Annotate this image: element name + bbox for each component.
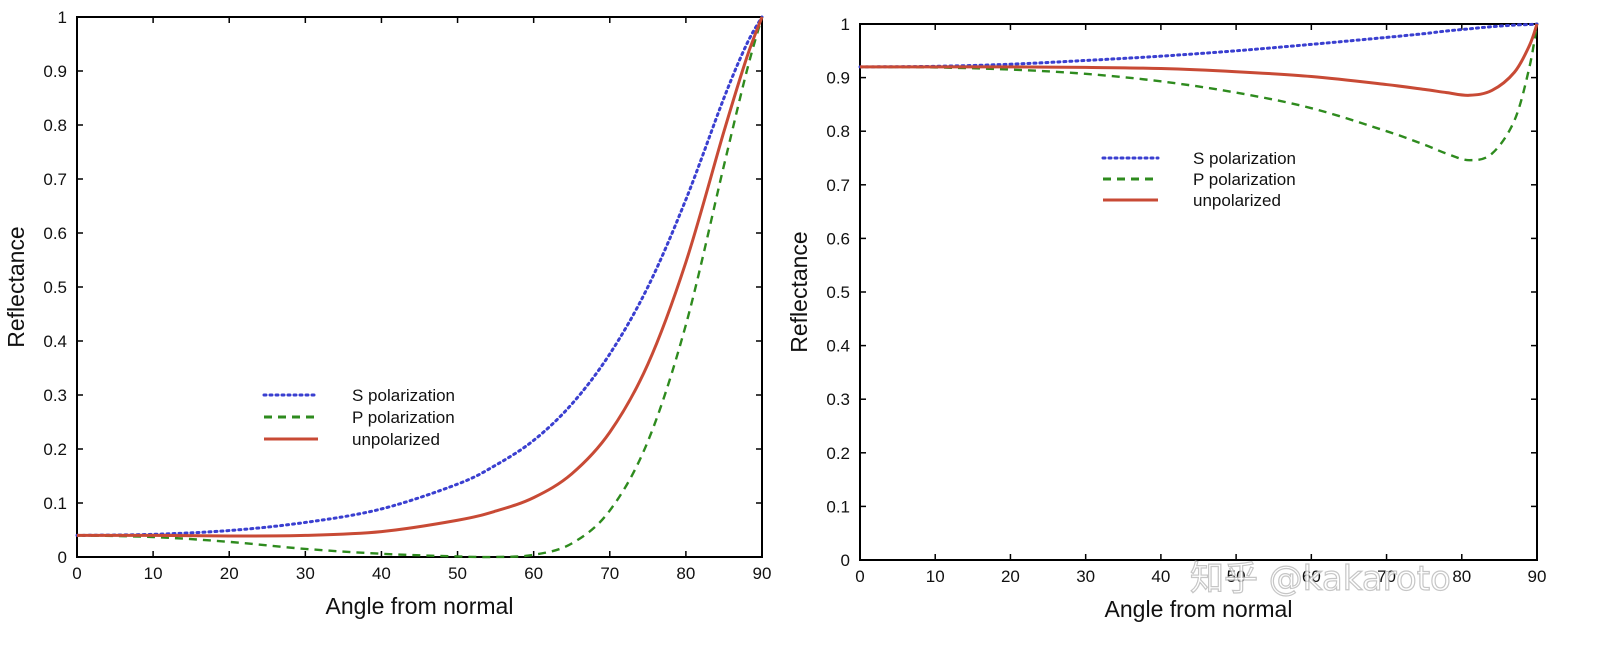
y-tick-label: 0.3 <box>43 386 67 405</box>
series-line-unpolarized <box>859 23 1539 97</box>
x-tick-label: 40 <box>1151 567 1170 586</box>
y-tick-label: 0.6 <box>43 224 67 243</box>
y-tick-label: 1 <box>841 15 850 34</box>
y-tick-label: 0.7 <box>43 170 67 189</box>
y-tick-label: 0 <box>841 551 850 570</box>
x-tick-label: 60 <box>524 564 543 583</box>
legend-label: S polarization <box>1193 149 1296 168</box>
y-tick-label: 0.2 <box>826 444 850 463</box>
legend-label: P polarization <box>352 408 455 427</box>
legend: S polarization P polarization unpolarized <box>262 386 455 449</box>
x-tick-label: 90 <box>753 564 772 583</box>
x-tick-label: 70 <box>600 564 619 583</box>
x-tick-label: 40 <box>372 564 391 583</box>
y-tick-label: 0.4 <box>43 332 67 351</box>
legend-label: S polarization <box>352 386 455 405</box>
y-tick-label: 1 <box>58 8 67 27</box>
y-tick-label: 0.9 <box>826 69 850 88</box>
x-tick-label: 10 <box>926 567 945 586</box>
x-tick-label: 60 <box>1302 567 1321 586</box>
y-tick-label: 0.9 <box>43 62 67 81</box>
y-tick-label: 0.7 <box>826 176 850 195</box>
plot-frame <box>859 23 1538 561</box>
x-tick-label: 50 <box>1227 567 1246 586</box>
legend-label: P polarization <box>1193 170 1296 189</box>
x-tick-label: 70 <box>1377 567 1396 586</box>
y-axis-label: Reflectance <box>3 226 29 347</box>
y-tick-label: 0.2 <box>43 440 67 459</box>
x-tick-label: 0 <box>855 567 864 586</box>
x-tick-label: 20 <box>220 564 239 583</box>
series-line-p-polarization <box>859 23 1539 162</box>
x-tick-label: 20 <box>1001 567 1020 586</box>
x-tick-label: 80 <box>1452 567 1471 586</box>
x-axis-label: Angle from normal <box>1105 596 1293 622</box>
reflectance-chart-right: 0 10 20 30 40 50 60 70 80 90 0 0.1 0.2 0.3 0.4 0.5 0.6 0.… <box>786 15 1546 622</box>
reflectance-chart-left: 0 10 20 30 40 50 60 70 80 90 0 0.1 0.2 0.3 0.4 0.5 0.6 0.… <box>3 8 771 619</box>
y-tick-label: 0.8 <box>43 116 67 135</box>
legend-label: unpolarized <box>352 430 440 449</box>
x-tick-label: 80 <box>676 564 695 583</box>
x-tick-label: 30 <box>1076 567 1095 586</box>
x-tick-label: 50 <box>448 564 467 583</box>
series-line-p-polarization <box>76 16 764 559</box>
y-tick-label: 0.4 <box>826 337 850 356</box>
y-tick-label: 0.6 <box>826 229 850 248</box>
y-tick-label: 0 <box>58 548 67 567</box>
y-tick-label: 0.8 <box>826 122 850 141</box>
series-line-s-polarization <box>858 22 1539 69</box>
y-tick-label: 0.1 <box>826 497 850 516</box>
x-tick-label: 90 <box>1528 567 1547 586</box>
y-tick-label: 0.3 <box>826 390 850 409</box>
x-tick-label: 0 <box>72 564 81 583</box>
plot-frame <box>76 16 763 558</box>
y-axis-label: Reflectance <box>786 231 812 352</box>
x-tick-label: 30 <box>296 564 315 583</box>
legend: S polarization P polarization unpolarized <box>1101 149 1296 210</box>
watermark-text: 知乎 @kakaroto <box>1190 559 1451 599</box>
series-line-s-polarization <box>75 15 764 537</box>
series-line-unpolarized <box>76 16 764 538</box>
x-axis-label: Angle from normal <box>326 593 514 619</box>
y-tick-label: 0.5 <box>43 278 67 297</box>
legend-label: unpolarized <box>1193 191 1281 210</box>
y-tick-label: 0.5 <box>826 283 850 302</box>
x-tick-label: 10 <box>144 564 163 583</box>
y-tick-label: 0.1 <box>43 494 67 513</box>
